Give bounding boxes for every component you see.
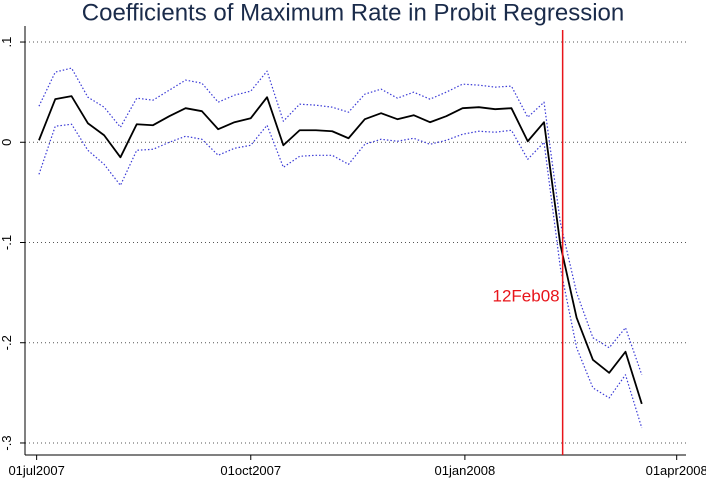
line-series <box>38 95 643 405</box>
line-series <box>38 67 643 376</box>
x-tick-label: 01apr2008 <box>646 463 706 478</box>
x-tick-label: 01oct2007 <box>220 463 281 478</box>
annotation: 12Feb08 <box>493 286 560 305</box>
y-tick-label: 0 <box>0 139 14 146</box>
x-tick-label: 01jan2008 <box>435 463 496 478</box>
chart-title: Coefficients of Maximum Rate in Probit R… <box>82 0 624 26</box>
y-tick-label: -.2 <box>0 335 14 350</box>
y-tick-label: -.3 <box>0 435 14 450</box>
y-tick-label: .1 <box>0 37 14 48</box>
y-tick-label: -.1 <box>0 235 14 250</box>
line-series <box>38 123 643 429</box>
x-tick-label: 01jul2007 <box>8 463 64 478</box>
